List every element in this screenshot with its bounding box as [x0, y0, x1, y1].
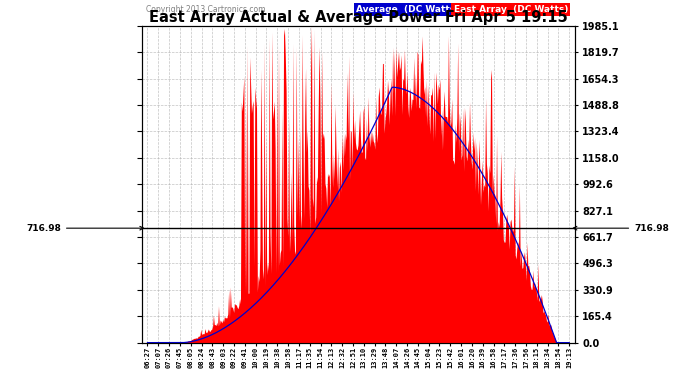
Text: Average  (DC Watts): Average (DC Watts): [356, 5, 460, 14]
Text: Copyright 2013 Cartronics.com: Copyright 2013 Cartronics.com: [146, 5, 266, 14]
Title: East Array Actual & Average Power Fri Apr 5 19:15: East Array Actual & Average Power Fri Ap…: [149, 9, 568, 24]
Text: East Array  (DC Watts): East Array (DC Watts): [453, 5, 568, 14]
Text: 716.98: 716.98: [26, 224, 144, 232]
Text: 716.98: 716.98: [573, 224, 669, 232]
